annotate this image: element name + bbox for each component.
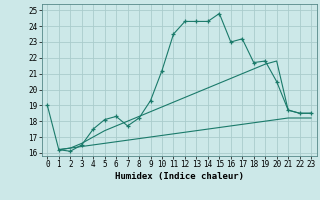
X-axis label: Humidex (Indice chaleur): Humidex (Indice chaleur) xyxy=(115,172,244,181)
